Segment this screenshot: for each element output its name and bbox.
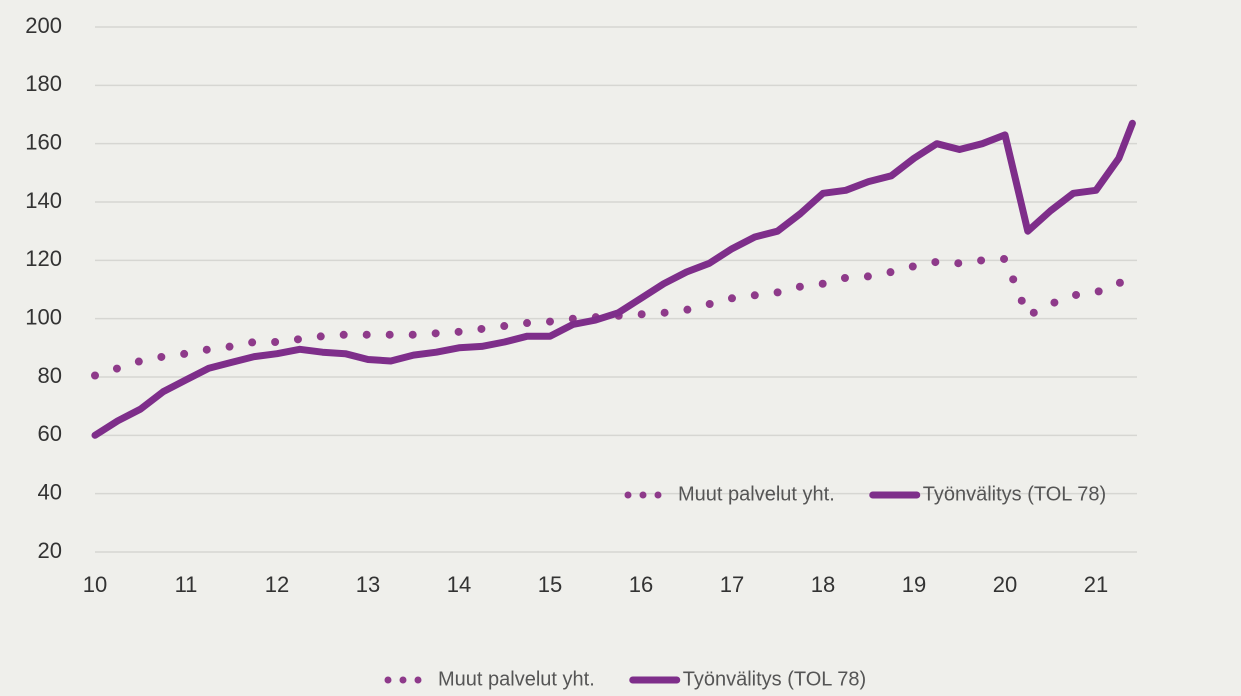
x-tick-label: 14	[447, 572, 471, 597]
y-tick-label: 40	[38, 479, 62, 504]
y-tick-label: 180	[25, 71, 62, 96]
x-tick-label: 15	[538, 572, 562, 597]
legend-label: Muut palvelut yht.	[438, 668, 595, 690]
x-tick-label: 12	[265, 572, 289, 597]
y-tick-label: 60	[38, 421, 62, 446]
x-tick-label: 18	[811, 572, 835, 597]
legend-label: Työnvälitys (TOL 78)	[923, 483, 1106, 505]
x-tick-label: 21	[1084, 572, 1108, 597]
y-tick-label: 120	[25, 246, 62, 271]
x-tick-label: 10	[83, 572, 107, 597]
x-tick-label: 17	[720, 572, 744, 597]
y-tick-label: 100	[25, 304, 62, 329]
x-tick-label: 13	[356, 572, 380, 597]
x-tick-label: 19	[902, 572, 926, 597]
x-tick-label: 20	[993, 572, 1017, 597]
y-tick-label: 20	[38, 538, 62, 563]
legend-label: Työnvälitys (TOL 78)	[683, 668, 866, 690]
y-tick-label: 160	[25, 129, 62, 154]
x-tick-label: 11	[175, 572, 198, 597]
series-line	[91, 119, 1136, 439]
legend-label: Muut palvelut yht.	[678, 483, 835, 505]
y-tick-label: 80	[38, 363, 62, 388]
y-tick-label: 140	[25, 188, 62, 213]
x-tick-label: 16	[629, 572, 653, 597]
y-tick-label: 200	[25, 13, 62, 38]
